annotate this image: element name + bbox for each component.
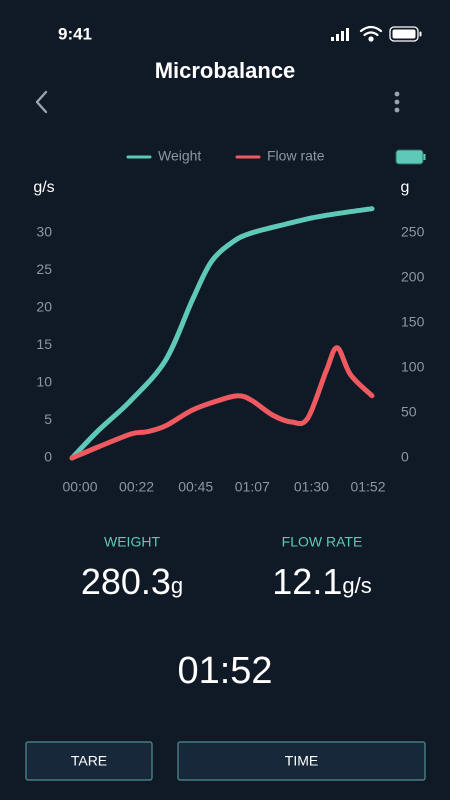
status-time: 9:41: [58, 24, 92, 43]
series-line: [69, 206, 375, 461]
readout-panel: WEIGHT 280.3g FLOW RATE 12.1g/s 01:52 TARE TIM…: [25, 534, 426, 781]
battery-icon: [389, 26, 422, 42]
button-label[interactable]: TIME: [285, 753, 318, 769]
x-tick-label: 00:22: [119, 479, 154, 495]
device-battery: [395, 149, 426, 165]
readout-label: FLOW RATE: [282, 534, 363, 550]
y-axis-label: g/s: [33, 179, 54, 196]
y2-tick-label: 150: [401, 314, 425, 330]
x-tick-label: 01:30: [294, 479, 329, 495]
series-line: [69, 345, 375, 461]
y2-tick-label: 0: [401, 449, 409, 465]
y-tick-label: 30: [36, 224, 52, 240]
y2-tick-label: 50: [401, 404, 417, 420]
timer: 01:52: [177, 650, 272, 692]
back-button[interactable]: [35, 90, 48, 114]
y2-tick-label: 250: [401, 224, 425, 240]
y-tick-label: 15: [36, 336, 52, 352]
y2-axis-label: g: [401, 179, 410, 196]
y-tick-label: 20: [36, 299, 52, 315]
y-tick-label: 0: [44, 449, 52, 465]
readout-unit: g: [171, 573, 183, 598]
readout-label: WEIGHT: [104, 534, 160, 550]
readout-unit: g/s: [342, 573, 371, 598]
button[interactable]: [25, 741, 153, 781]
x-tick-label: 00:00: [62, 479, 97, 495]
signal-icon: [331, 28, 349, 41]
y-tick-label: 25: [36, 261, 52, 277]
x-tick-label: 01:52: [350, 479, 385, 495]
readout-number: 280.3: [81, 561, 171, 602]
chart: Weight Flow rate g/s g 0 5 10 15 20 25 30 0 50 100 150…: [33, 148, 424, 495]
readout-value: 280.3g: [81, 561, 183, 602]
y2-tick-label: 200: [401, 269, 425, 285]
y-tick-label: 10: [36, 374, 52, 390]
button-label[interactable]: TARE: [71, 753, 107, 769]
y2-tick-label: 100: [401, 359, 425, 375]
screen-title: Microbalance: [155, 58, 296, 83]
menu-button[interactable]: [394, 91, 400, 113]
x-tick-label: 00:45: [178, 479, 213, 495]
legend-label: Flow rate: [267, 148, 325, 164]
y-tick-label: 5: [44, 411, 52, 427]
x-tick-label: 01:07: [235, 479, 270, 495]
wifi-icon: [359, 25, 383, 42]
readout-number: 12.1: [272, 561, 342, 602]
readout-value: 12.1g/s: [272, 561, 371, 602]
button[interactable]: [177, 741, 426, 781]
legend-label: Weight: [158, 148, 201, 164]
